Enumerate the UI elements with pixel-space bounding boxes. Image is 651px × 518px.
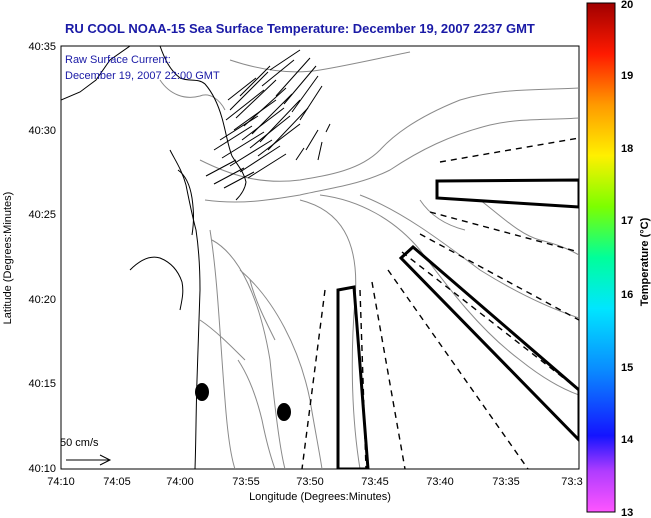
colorbar-tick-label: 17 <box>621 215 633 227</box>
velocity-scale-label: 50 cm/s <box>60 437 99 449</box>
colorbar-tick-label: 16 <box>621 289 633 301</box>
map-title: RU COOL NOAA-15 Sea Surface Temperature:… <box>65 21 535 36</box>
plot-frame <box>60 45 580 470</box>
x-tick-label: 73:35 <box>492 476 520 488</box>
colorbar-tick-label: 18 <box>621 143 633 155</box>
x-tick-label: 74:05 <box>103 476 131 488</box>
x-tick-label: 73:40 <box>426 476 454 488</box>
colorbar-tick-label: 13 <box>621 507 633 518</box>
subtitle-line2: December 19, 2007 22:00 GMT <box>65 70 220 82</box>
colorbar-tick-label: 15 <box>621 362 633 374</box>
station-marker <box>277 403 291 421</box>
map-plot-area: 50 cm/s Raw Surface Current: December 19… <box>60 45 580 470</box>
y-tick-label: 40:35 <box>28 41 56 53</box>
colorbar-tick-label: 19 <box>621 70 633 82</box>
x-axis-label: Longitude (Degrees:Minutes) <box>249 491 391 503</box>
y-tick-label: 40:15 <box>28 378 56 390</box>
subtitle-line1: Raw Surface Current: <box>65 54 171 66</box>
y-axis: 40:35 40:30 40:25 40:20 40:15 40:10 Lati… <box>2 41 56 475</box>
velocity-scale: 50 cm/s <box>60 437 112 466</box>
x-tick-label: 73:3 <box>561 476 582 488</box>
x-tick-label: 73:50 <box>296 476 324 488</box>
y-tick-label: 40:30 <box>28 125 56 137</box>
x-tick-label: 74:10 <box>47 476 75 488</box>
coastline <box>61 46 247 469</box>
x-tick-label: 74:00 <box>166 476 194 488</box>
dashed-sector-lines <box>301 137 579 469</box>
study-region-outlines <box>336 178 579 469</box>
y-tick-label: 40:25 <box>28 209 56 221</box>
surface-current-vectors <box>205 49 331 189</box>
x-tick-label: 73:55 <box>232 476 260 488</box>
x-axis: 74:10 74:05 74:00 73:55 73:50 73:45 73:4… <box>47 476 582 503</box>
x-tick-label: 73:45 <box>361 476 389 488</box>
colorbar-tick-label: 14 <box>621 434 634 446</box>
y-axis-label: Latitude (Degrees:Minutes) <box>2 192 14 325</box>
colorbar-label: Temperature (°C) <box>639 217 651 306</box>
station-marker <box>195 383 209 401</box>
bathymetry-contours <box>159 51 579 469</box>
colorbar-gradient <box>586 2 616 513</box>
colorbar-tick-label: 20 <box>621 0 633 11</box>
y-tick-label: 40:20 <box>28 294 56 306</box>
temperature-colorbar: 20 19 18 17 16 15 14 13 Temperature (°C) <box>586 0 651 518</box>
y-tick-label: 40:10 <box>28 463 56 475</box>
